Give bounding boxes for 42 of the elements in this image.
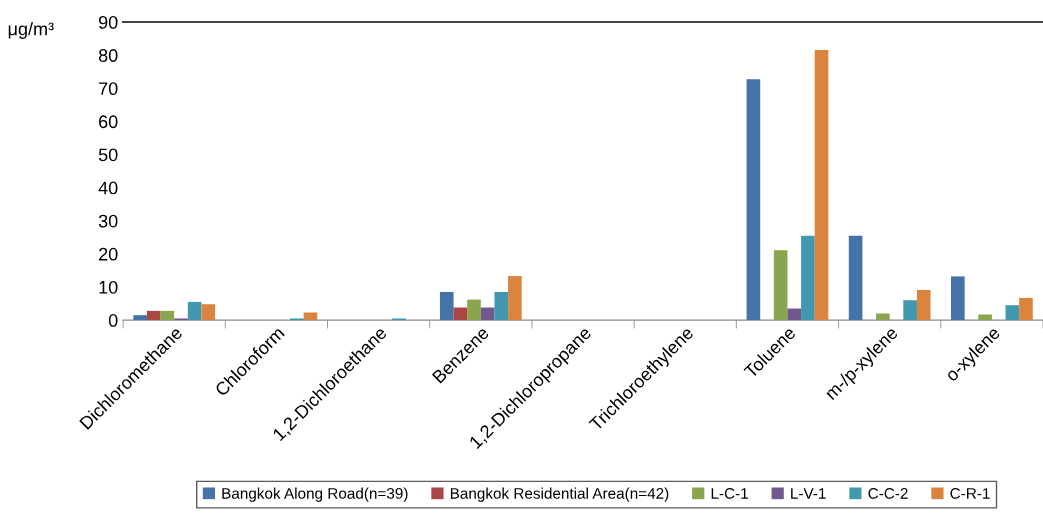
bar: [303, 312, 318, 321]
y-tick-label: 0: [108, 314, 118, 327]
bar: [746, 79, 761, 321]
legend-label: C-R-1: [950, 487, 990, 499]
bar: [951, 276, 965, 321]
bar: [876, 313, 890, 321]
bar: [1019, 297, 1033, 321]
bar: [801, 235, 815, 321]
y-tick-label: 10: [99, 280, 118, 294]
y-tick-label: 40: [98, 181, 118, 195]
bar: [814, 49, 829, 321]
y-tick-label: 60: [99, 115, 118, 129]
bar: [848, 235, 863, 321]
bar: [453, 307, 468, 321]
bar: [133, 315, 147, 321]
bar: [467, 299, 481, 321]
bar: [160, 310, 175, 321]
legend-label: C-C-2: [868, 487, 908, 499]
bar: [201, 304, 216, 321]
legend-label: L-V-1: [791, 488, 826, 499]
bar: [508, 276, 522, 321]
bar: [1005, 305, 1020, 321]
bar: [146, 310, 161, 321]
bar: [916, 289, 931, 321]
y-tick-label: 20: [99, 247, 118, 261]
bar: [494, 291, 509, 321]
bar: [439, 291, 454, 321]
bar: [903, 300, 917, 321]
legend-label: Bangkok Along Road(n=39): [222, 487, 408, 502]
y-tick-label: 70: [99, 82, 118, 96]
y-axis-title: μg/m³: [8, 22, 54, 39]
bar: [187, 301, 202, 321]
bar: [787, 308, 802, 321]
bar: [480, 307, 495, 321]
bar: [978, 314, 992, 321]
y-tick-label: 90: [98, 15, 118, 29]
y-tick-label: 30: [98, 214, 118, 228]
y-tick-label: 50: [98, 148, 118, 162]
legend-label: L-C-1: [711, 487, 748, 499]
legend-label: Bangkok Residential Area(n=42): [450, 487, 669, 502]
y-tick-label: 80: [98, 49, 118, 62]
bar: [773, 250, 788, 321]
